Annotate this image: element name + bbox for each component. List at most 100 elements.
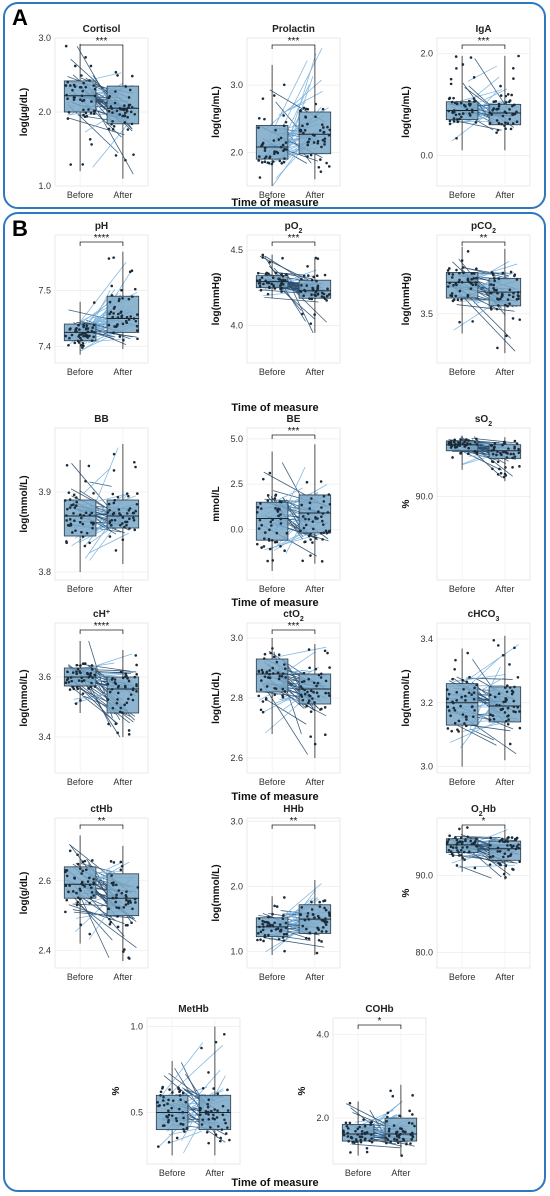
after-point xyxy=(107,109,111,113)
after-point xyxy=(116,495,120,499)
significance-label: *** xyxy=(288,426,300,437)
before-point xyxy=(276,510,280,513)
before-point xyxy=(474,283,478,287)
after-point xyxy=(207,1071,210,1074)
after-point xyxy=(325,299,328,302)
after-point xyxy=(127,679,131,683)
before-point xyxy=(468,112,471,115)
after-point xyxy=(121,322,125,326)
after-point xyxy=(499,297,502,301)
before-point xyxy=(370,1137,373,1140)
y-axis-label: mmol/L xyxy=(211,486,222,522)
before-point xyxy=(80,679,84,683)
after-point xyxy=(111,492,115,496)
before-point xyxy=(76,339,80,343)
after-point xyxy=(313,742,317,746)
after-point xyxy=(314,290,317,294)
before-point xyxy=(93,109,96,113)
after-point xyxy=(116,698,119,701)
before-point xyxy=(265,685,269,688)
after-point xyxy=(298,128,302,132)
after-point xyxy=(310,900,313,904)
after-point xyxy=(303,918,307,922)
before-point xyxy=(280,674,284,678)
x-tick-label-after: After xyxy=(495,190,514,200)
before-point xyxy=(468,442,472,446)
after-point xyxy=(502,475,506,479)
before-point xyxy=(455,846,458,850)
after-point xyxy=(107,257,111,260)
before-point xyxy=(281,274,285,278)
before-point xyxy=(285,273,288,276)
x-tick-label-after: After xyxy=(113,584,132,594)
paired-line xyxy=(475,271,502,291)
after-point xyxy=(491,108,495,112)
before-point xyxy=(156,1101,159,1104)
after-point xyxy=(491,452,495,456)
y-tick-label: 2.0 xyxy=(38,107,51,117)
after-point xyxy=(107,722,110,726)
after-point xyxy=(121,522,124,525)
before-point xyxy=(92,84,96,87)
x-tick-label-after: After xyxy=(495,367,514,377)
after-point xyxy=(129,901,132,904)
after-point xyxy=(302,679,306,683)
y-tick-label: 7.5 xyxy=(38,286,51,296)
after-point xyxy=(385,1141,388,1145)
before-point xyxy=(81,99,84,103)
after-point xyxy=(124,685,127,689)
after-point xyxy=(135,690,138,693)
before-point xyxy=(256,932,260,935)
significance-label: *** xyxy=(96,36,108,47)
before-point xyxy=(273,921,276,925)
before-point xyxy=(79,336,82,340)
after-point xyxy=(391,1094,395,1098)
y-tick-label: 3.4 xyxy=(38,732,51,742)
after-point xyxy=(323,143,326,146)
before-point xyxy=(266,499,270,502)
before-point xyxy=(167,1109,170,1113)
before-point xyxy=(80,338,83,342)
before-point xyxy=(261,922,264,926)
after-point xyxy=(326,287,329,291)
after-point xyxy=(507,447,510,450)
before-point xyxy=(455,102,459,106)
after-point xyxy=(110,874,113,877)
after-point xyxy=(499,84,502,88)
significance-label: ** xyxy=(98,816,106,827)
paired-line xyxy=(263,79,322,132)
before-point xyxy=(72,98,76,101)
before-point xyxy=(285,932,288,936)
after-point xyxy=(496,460,500,464)
before-point xyxy=(91,526,94,530)
before-point xyxy=(75,500,78,504)
before-point xyxy=(92,335,95,339)
after-point xyxy=(109,920,113,924)
before-point xyxy=(258,518,262,522)
after-point xyxy=(126,902,130,905)
before-point xyxy=(282,124,286,128)
after-point xyxy=(511,104,514,108)
before-point xyxy=(171,1099,175,1102)
after-point xyxy=(130,921,133,925)
after-point xyxy=(500,122,503,126)
before-point xyxy=(446,840,449,843)
after-point xyxy=(492,273,495,277)
before-point xyxy=(74,702,78,705)
after-point xyxy=(315,288,319,292)
after-point xyxy=(127,96,131,99)
before-point xyxy=(67,343,70,347)
x-axis-title-row-4: Time of measure xyxy=(231,791,318,803)
after-point xyxy=(216,1092,220,1096)
before-point xyxy=(79,699,82,702)
before-point xyxy=(346,1135,350,1138)
before-point xyxy=(66,117,70,120)
after-point xyxy=(106,511,110,514)
before-point xyxy=(460,259,464,262)
y-tick-label: 3.8 xyxy=(38,567,51,577)
before-point xyxy=(447,109,451,113)
